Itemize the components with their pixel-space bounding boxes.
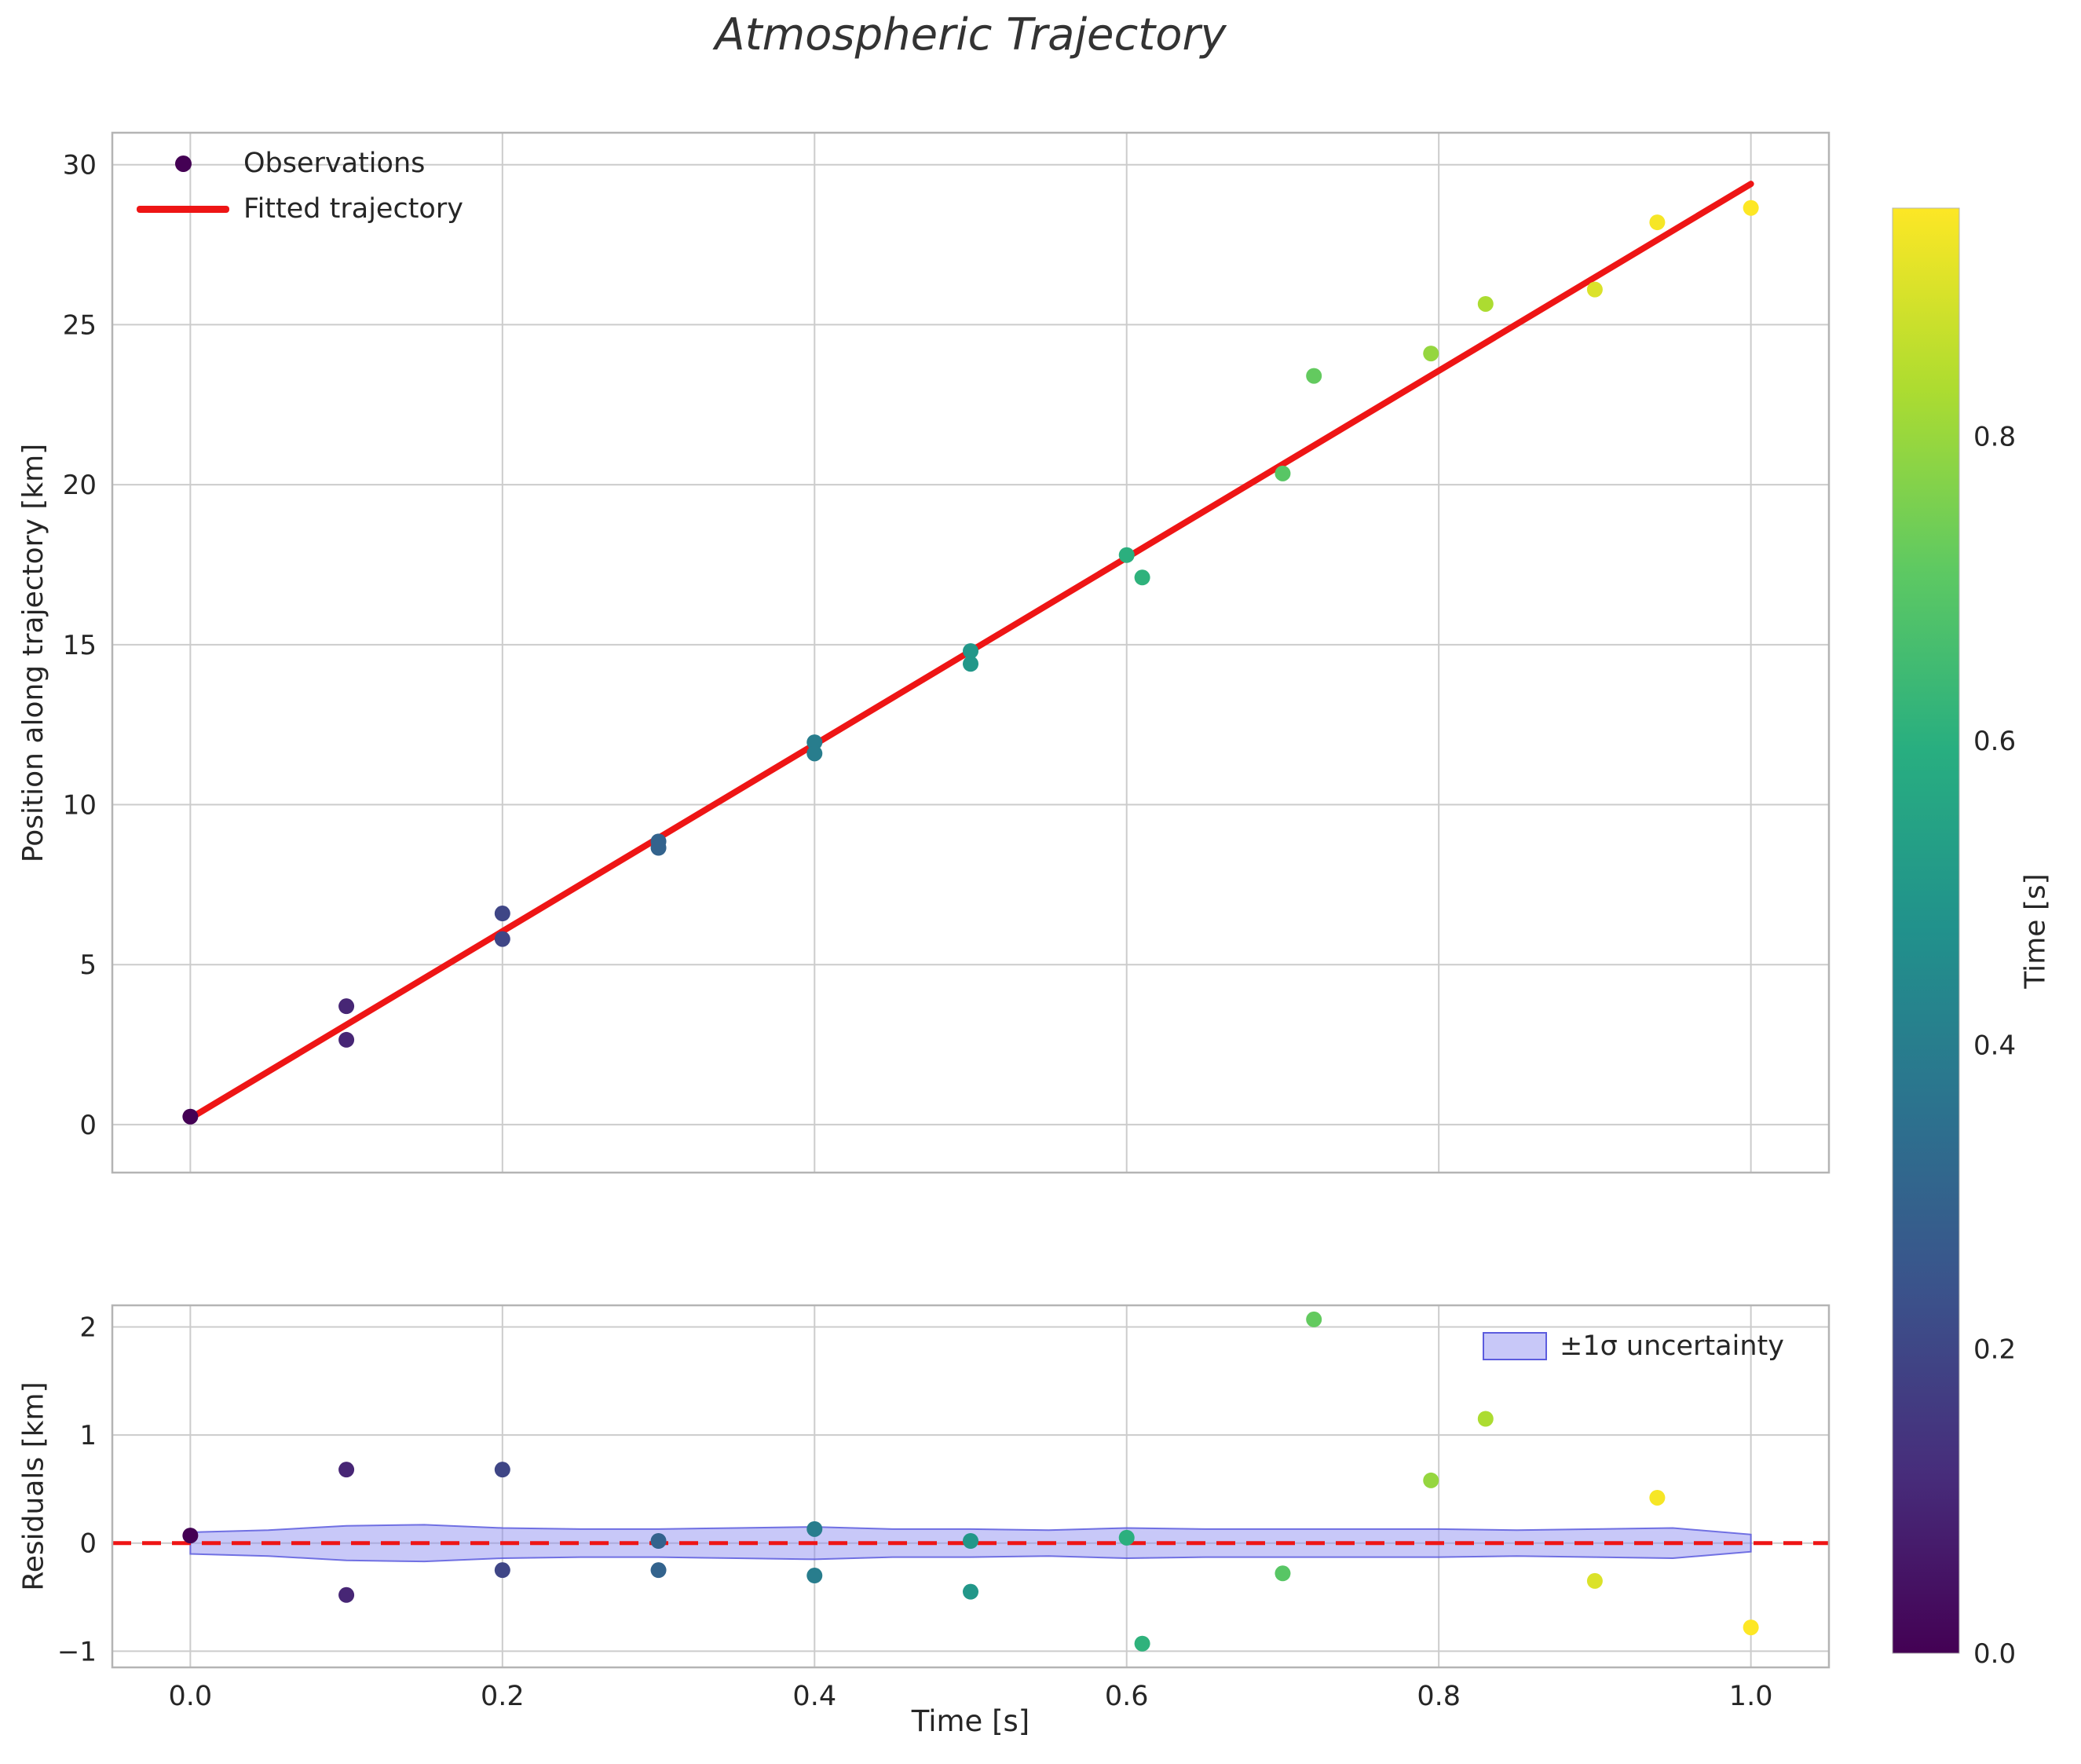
residual-point: [963, 1532, 978, 1549]
observation-point: [1306, 368, 1322, 384]
observation-point: [1649, 214, 1666, 231]
residuals-y-tick-label: 0: [79, 1528, 97, 1560]
observation-point: [1586, 281, 1603, 298]
observation-point: [1477, 295, 1494, 312]
main-y-tick-label: 20: [63, 470, 97, 501]
main-y-tick-label: 30: [63, 150, 97, 181]
residual-point: [1743, 1619, 1759, 1636]
observation-point: [494, 931, 510, 947]
colorbar-tick-label: 0.6: [1973, 726, 2016, 757]
observation-point: [1275, 465, 1291, 481]
x-tick-label: 0.6: [1105, 1681, 1149, 1712]
residuals-y-axis-label: Residuals [km]: [17, 1382, 50, 1591]
legend-handle: [135, 205, 231, 213]
residual-point: [182, 1528, 199, 1544]
x-tick-label: 0.0: [169, 1681, 213, 1712]
residuals-y-tick-label: 1: [79, 1420, 97, 1451]
observation-point: [1134, 569, 1150, 586]
x-tick-label: 0.4: [792, 1681, 836, 1712]
residual-point: [1134, 1635, 1150, 1652]
residual-point: [338, 1587, 355, 1603]
legend-label-fitted-trajectory: Fitted trajectory: [243, 193, 463, 225]
observation-point: [806, 734, 823, 751]
residual-point: [806, 1521, 823, 1537]
residual-point: [650, 1562, 667, 1579]
residual-point: [494, 1462, 510, 1478]
residual-point: [1649, 1489, 1666, 1506]
residual-point: [806, 1568, 823, 1584]
residual-point: [1423, 1472, 1439, 1488]
main-y-tick-label: 10: [63, 790, 97, 822]
x-axis-label: Time [s]: [911, 1704, 1030, 1738]
residual-point: [1586, 1572, 1603, 1589]
x-tick-label: 0.8: [1417, 1681, 1461, 1712]
colorbar-tick-label: 0.8: [1973, 422, 2016, 453]
observations-marker: [174, 155, 192, 172]
fitted-line-sample: [137, 205, 229, 213]
main-y-tick-label: 5: [79, 950, 97, 981]
observation-point: [1118, 547, 1135, 563]
observation-point: [1743, 199, 1759, 216]
legend-main: Observations Fitted trajectory: [135, 148, 463, 225]
legend-entry-fitted-trajectory: Fitted trajectory: [135, 193, 463, 225]
main-y-tick-label: 15: [63, 630, 97, 661]
chart-title: Atmospheric Trajectory: [715, 9, 1227, 60]
residual-point: [1477, 1411, 1494, 1427]
x-tick-label: 1.0: [1729, 1681, 1773, 1712]
observation-point: [650, 840, 667, 856]
colorbar-label-container: Time [s]: [2007, 208, 2064, 1653]
observation-point: [338, 1031, 355, 1048]
residual-point: [1275, 1565, 1291, 1582]
observation-point: [963, 656, 978, 672]
observation-point: [963, 642, 978, 659]
colorbar-tick-label: 0.4: [1973, 1030, 2016, 1061]
legend-handle: [135, 155, 231, 172]
observation-point: [806, 745, 823, 762]
residual-point: [338, 1462, 355, 1478]
residuals-axes-frame: [111, 1304, 1830, 1669]
colorbar: [1892, 207, 1960, 1654]
residual-point: [494, 1562, 510, 1579]
colorbar-tick-label: 0.2: [1973, 1334, 2016, 1366]
legend-label-uncertainty: ±1σ uncertainty: [1560, 1330, 1784, 1362]
colorbar-tick-label: 0.0: [1973, 1638, 2016, 1670]
residual-point: [963, 1583, 978, 1600]
legend-entry-observations: Observations: [135, 148, 463, 179]
residual-point: [650, 1532, 667, 1549]
main-axes-frame: [111, 131, 1830, 1174]
residual-point: [1306, 1311, 1322, 1327]
residuals-y-tick-label: −1: [57, 1636, 97, 1667]
uncertainty-patch: [1483, 1332, 1547, 1360]
legend-residuals: ±1σ uncertainty: [1483, 1330, 1784, 1362]
observation-point: [338, 998, 355, 1015]
colorbar-label: Time [s]: [2019, 873, 2052, 989]
main-ylabel-container: Position along trajectory [km]: [9, 133, 58, 1173]
observation-point: [494, 906, 510, 922]
observation-point: [1423, 346, 1439, 362]
residual-point: [1118, 1529, 1135, 1546]
observation-point: [182, 1108, 199, 1125]
main-y-tick-label: 0: [79, 1110, 97, 1141]
legend-label-observations: Observations: [243, 148, 426, 179]
main-y-axis-label: Position along trajectory [km]: [17, 443, 50, 862]
x-tick-label: 0.2: [481, 1681, 525, 1712]
main-y-tick-label: 25: [63, 309, 97, 341]
residuals-y-tick-label: 2: [79, 1312, 97, 1344]
residuals-ylabel-container: Residuals [km]: [9, 1305, 58, 1667]
